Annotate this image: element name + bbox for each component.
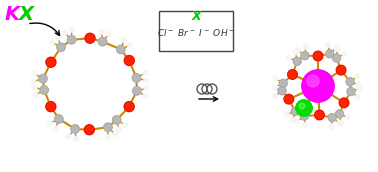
Circle shape [116, 127, 122, 132]
Circle shape [31, 71, 37, 77]
Circle shape [338, 120, 344, 126]
Circle shape [33, 92, 38, 98]
Circle shape [104, 123, 112, 131]
Circle shape [40, 86, 48, 94]
Circle shape [296, 100, 312, 116]
Circle shape [328, 114, 336, 122]
Circle shape [307, 75, 319, 87]
Circle shape [302, 70, 334, 102]
Circle shape [85, 33, 95, 43]
Circle shape [39, 74, 47, 83]
Circle shape [66, 134, 71, 139]
Circle shape [299, 103, 305, 109]
Text: K: K [5, 5, 20, 24]
Circle shape [112, 131, 118, 137]
Circle shape [293, 57, 301, 65]
Circle shape [299, 103, 305, 109]
Circle shape [301, 112, 308, 120]
Circle shape [122, 122, 128, 128]
Text: X: X [19, 5, 34, 24]
Circle shape [69, 27, 74, 33]
Circle shape [106, 31, 112, 37]
Circle shape [144, 85, 149, 91]
Text: $Cl^-\ Br^-\ I^-\ OH^-$: $Cl^-\ Br^-\ I^-\ OH^-$ [157, 27, 235, 38]
Circle shape [339, 98, 349, 108]
Circle shape [293, 50, 298, 55]
FancyArrowPatch shape [30, 23, 60, 35]
Circle shape [124, 102, 134, 112]
Circle shape [105, 135, 111, 140]
Circle shape [335, 46, 340, 52]
Circle shape [296, 100, 312, 116]
Circle shape [31, 79, 36, 84]
Circle shape [307, 75, 319, 87]
Circle shape [301, 52, 309, 60]
Circle shape [116, 45, 125, 54]
Circle shape [284, 94, 294, 104]
Circle shape [143, 93, 148, 99]
Circle shape [62, 30, 67, 36]
Circle shape [291, 107, 299, 115]
Circle shape [271, 85, 277, 90]
Circle shape [314, 110, 324, 120]
Circle shape [132, 74, 141, 82]
Circle shape [124, 56, 134, 66]
Circle shape [347, 88, 355, 95]
Text: X: X [191, 10, 201, 23]
Circle shape [329, 124, 334, 129]
FancyBboxPatch shape [159, 11, 233, 51]
Circle shape [50, 40, 55, 45]
Circle shape [273, 76, 279, 81]
FancyArrowPatch shape [199, 97, 218, 101]
Circle shape [288, 70, 297, 79]
Circle shape [290, 117, 296, 123]
Circle shape [71, 125, 79, 133]
Circle shape [336, 65, 346, 75]
Circle shape [357, 86, 362, 91]
Circle shape [325, 42, 331, 48]
Circle shape [55, 115, 63, 123]
Circle shape [355, 74, 360, 79]
Circle shape [313, 51, 323, 61]
Circle shape [32, 84, 37, 90]
Circle shape [303, 44, 308, 50]
Circle shape [302, 122, 308, 128]
Circle shape [73, 136, 79, 142]
Circle shape [278, 87, 286, 95]
Circle shape [355, 94, 361, 100]
Circle shape [346, 78, 354, 86]
Circle shape [57, 43, 65, 51]
Circle shape [336, 120, 342, 126]
Circle shape [99, 29, 104, 35]
Circle shape [133, 87, 141, 95]
Circle shape [286, 55, 292, 61]
Circle shape [302, 70, 334, 102]
Circle shape [342, 51, 347, 57]
Circle shape [333, 54, 341, 62]
Circle shape [284, 112, 290, 117]
Circle shape [272, 84, 278, 90]
Circle shape [84, 125, 94, 135]
Circle shape [53, 126, 59, 131]
Circle shape [334, 45, 339, 51]
Circle shape [56, 35, 61, 40]
Circle shape [279, 79, 287, 87]
Circle shape [47, 120, 53, 126]
Circle shape [127, 42, 133, 48]
Circle shape [336, 110, 344, 118]
Circle shape [143, 78, 149, 83]
Circle shape [326, 50, 334, 58]
Circle shape [121, 37, 127, 43]
Circle shape [345, 115, 350, 120]
Circle shape [142, 70, 148, 76]
Circle shape [272, 93, 278, 99]
Circle shape [112, 116, 121, 124]
Circle shape [295, 47, 301, 53]
Circle shape [294, 119, 300, 124]
Circle shape [98, 37, 107, 46]
Circle shape [356, 82, 361, 88]
Circle shape [67, 36, 76, 44]
Circle shape [46, 57, 56, 67]
Circle shape [46, 102, 56, 112]
